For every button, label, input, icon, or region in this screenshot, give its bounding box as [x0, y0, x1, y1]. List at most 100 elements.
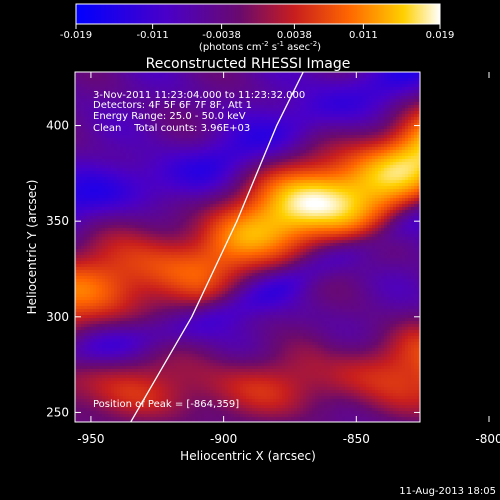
- heatmap-cell: [297, 96, 301, 100]
- heatmap-cell: [96, 201, 100, 205]
- heatmap-cell: [369, 174, 373, 178]
- heatmap-cell: [279, 198, 283, 202]
- heatmap-cell: [132, 195, 136, 199]
- heatmap-cell: [189, 96, 193, 100]
- heatmap-cell: [294, 90, 298, 94]
- heatmap-cell: [261, 132, 265, 136]
- heatmap-cell: [393, 72, 397, 76]
- heatmap-cell: [177, 114, 181, 118]
- heatmap-cell: [273, 117, 277, 121]
- heatmap-cell: [384, 171, 388, 175]
- heatmap-cell: [396, 153, 400, 157]
- heatmap-cell: [408, 99, 412, 103]
- heatmap-cell: [354, 90, 358, 94]
- heatmap-cell: [267, 75, 271, 79]
- heatmap-cell: [402, 144, 406, 148]
- heatmap-cell: [390, 198, 394, 202]
- heatmap-cell: [285, 174, 289, 178]
- heatmap-cell: [333, 123, 337, 127]
- heatmap-cell: [195, 141, 199, 145]
- heatmap-cell: [153, 96, 157, 100]
- heatmap-cell: [117, 174, 121, 178]
- heatmap-cell: [378, 177, 382, 181]
- heatmap-cell: [111, 156, 115, 160]
- heatmap-cell: [186, 156, 190, 160]
- heatmap-cell: [108, 99, 112, 103]
- heatmap-cell: [381, 132, 385, 136]
- heatmap-cell: [252, 84, 256, 88]
- heatmap-cell: [156, 120, 160, 124]
- heatmap-cell: [375, 72, 379, 76]
- heatmap-cell: [399, 162, 403, 166]
- heatmap-cell: [189, 129, 193, 133]
- heatmap-cell: [414, 123, 418, 127]
- heatmap-cell: [408, 84, 412, 88]
- heatmap-cell: [405, 129, 409, 133]
- heatmap-cell: [354, 72, 358, 76]
- heatmap-cell: [132, 165, 136, 169]
- heatmap-cell: [264, 87, 268, 91]
- heatmap-cell: [240, 111, 244, 115]
- heatmap-cell: [204, 72, 208, 76]
- heatmap-cell: [327, 117, 331, 121]
- heatmap-cell: [291, 198, 295, 202]
- heatmap-cell: [405, 72, 409, 76]
- heatmap-cell: [276, 105, 280, 109]
- heatmap-cell: [246, 129, 250, 133]
- heatmap-cell: [141, 195, 145, 199]
- heatmap-cell: [255, 132, 259, 136]
- heatmap-cell: [252, 78, 256, 82]
- heatmap-cell: [96, 108, 100, 112]
- heatmap-cell: [309, 177, 313, 181]
- heatmap-cell: [303, 81, 307, 85]
- heatmap-cell: [198, 96, 202, 100]
- heatmap-cell: [267, 183, 271, 187]
- heatmap-cell: [147, 174, 151, 178]
- heatmap-cell: [261, 171, 265, 175]
- heatmap-cell: [195, 168, 199, 172]
- heatmap-cell: [411, 81, 415, 85]
- heatmap-cell: [321, 141, 325, 145]
- heatmap-cell: [279, 180, 283, 184]
- heatmap-cell: [330, 174, 334, 178]
- heatmap-cell: [381, 99, 385, 103]
- heatmap-cell: [126, 90, 130, 94]
- heatmap-cell: [294, 87, 298, 91]
- heatmap-cell: [363, 150, 367, 154]
- heatmap-cell: [345, 102, 349, 106]
- heatmap-cell: [348, 141, 352, 145]
- heatmap-cell: [366, 171, 370, 175]
- heatmap-cell: [273, 126, 277, 130]
- heatmap-cell: [366, 84, 370, 88]
- heatmap-cell: [84, 117, 88, 121]
- heatmap-cell: [288, 87, 292, 91]
- heatmap-cell: [276, 135, 280, 139]
- heatmap-cell: [228, 186, 232, 190]
- heatmap-cell: [234, 105, 238, 109]
- heatmap-cell: [156, 198, 160, 202]
- heatmap-cell: [162, 78, 166, 82]
- heatmap-cell: [90, 120, 94, 124]
- heatmap-cell: [369, 153, 373, 157]
- heatmap-cell: [393, 105, 397, 109]
- heatmap-cell: [144, 177, 148, 181]
- heatmap-cell: [213, 186, 217, 190]
- heatmap-cell: [201, 120, 205, 124]
- heatmap-cell: [411, 192, 415, 196]
- heatmap-cell: [378, 93, 382, 97]
- heatmap-cell: [210, 162, 214, 166]
- heatmap-cell: [318, 111, 322, 115]
- heatmap-cell: [240, 168, 244, 172]
- heatmap-cell: [321, 159, 325, 163]
- heatmap-cell: [351, 180, 355, 184]
- heatmap-cell: [255, 180, 259, 184]
- heatmap-cell: [90, 90, 94, 94]
- heatmap-cell: [372, 123, 376, 127]
- heatmap-cell: [384, 90, 388, 94]
- heatmap-cell: [417, 102, 420, 106]
- heatmap-cell: [111, 186, 115, 190]
- heatmap-cell: [276, 174, 280, 178]
- heatmap-cell: [105, 168, 109, 172]
- heatmap-cell: [114, 90, 118, 94]
- heatmap-cell: [105, 159, 109, 163]
